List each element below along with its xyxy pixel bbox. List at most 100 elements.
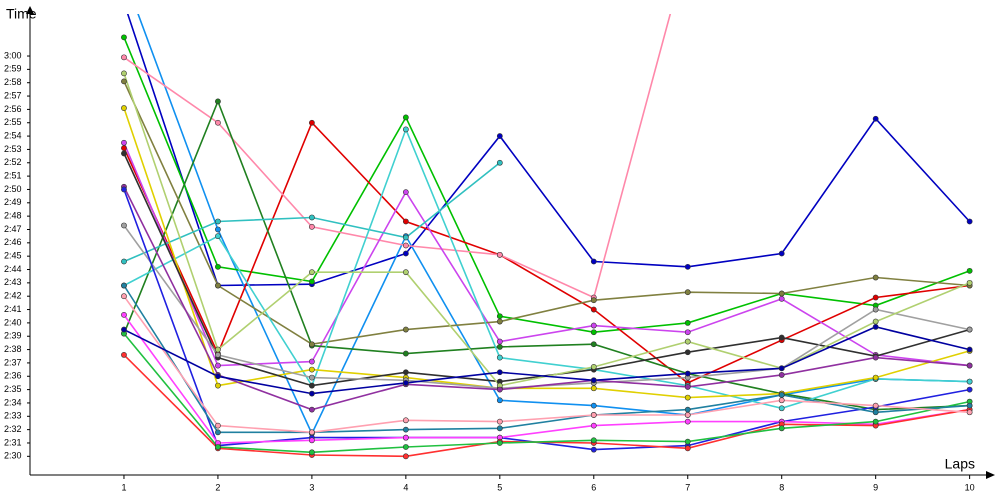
- series-line: [123, 107, 970, 399]
- data-point: [402, 126, 409, 133]
- y-tick-label: 2:45: [4, 251, 22, 261]
- data-point: [872, 402, 879, 409]
- y-tick-label: 2:46: [4, 237, 22, 247]
- data-point: [684, 349, 691, 356]
- y-tick-label: 2:51: [4, 170, 22, 180]
- x-tick-label: 2: [215, 482, 220, 492]
- x-axis-arrow: [986, 471, 995, 479]
- data-point: [215, 218, 221, 225]
- data-point: [308, 382, 315, 389]
- data-point: [966, 326, 973, 333]
- data-point: [778, 392, 785, 398]
- plot-area: [121, 14, 973, 460]
- data-point: [121, 282, 127, 289]
- series-line: [126, 14, 971, 287]
- data-point: [121, 352, 127, 358]
- data-point: [872, 374, 879, 381]
- data-point: [778, 397, 785, 404]
- data-point: [872, 354, 879, 361]
- data-point: [872, 409, 879, 416]
- y-tick-label: 2:30: [4, 451, 22, 461]
- data-point: [684, 289, 691, 296]
- data-point: [684, 418, 691, 425]
- data-point: [590, 446, 597, 453]
- data-point: [308, 366, 315, 373]
- y-tick-label: 2:38: [4, 344, 22, 354]
- data-point: [496, 369, 503, 376]
- y-axis-label: Time: [6, 6, 37, 22]
- data-point: [496, 386, 503, 393]
- series-line: [123, 81, 970, 346]
- data-point: [121, 150, 127, 157]
- data-point: [308, 406, 315, 413]
- data-point: [121, 54, 127, 61]
- data-point: [121, 326, 127, 333]
- data-point: [215, 263, 221, 270]
- data-point: [590, 437, 597, 444]
- y-tick-label: 2:53: [4, 144, 22, 154]
- y-tick-label: 2:33: [4, 411, 22, 421]
- data-point: [684, 370, 691, 377]
- y-tick-label: 2:31: [4, 437, 22, 447]
- data-point: [402, 250, 409, 257]
- data-point: [872, 294, 879, 301]
- y-tick-label: 2:54: [4, 130, 22, 140]
- x-tick-label: 7: [685, 482, 690, 492]
- data-point: [778, 372, 785, 378]
- data-point: [308, 269, 315, 276]
- x-axis-label: Laps: [945, 456, 975, 472]
- data-point: [121, 145, 127, 151]
- data-point: [215, 352, 221, 358]
- y-tick-label: 2:49: [4, 197, 22, 207]
- data-point: [684, 319, 691, 326]
- data-point: [684, 329, 691, 336]
- y-tick-label: 3:00: [4, 50, 22, 60]
- x-tick-label: 3: [309, 482, 314, 492]
- y-tick-label: 2:58: [4, 77, 22, 87]
- data-point: [966, 409, 973, 416]
- y-tick-label: 2:35: [4, 384, 22, 394]
- x-tick-label: 6: [591, 482, 596, 492]
- y-tick-label: 2:34: [4, 397, 22, 407]
- data-point: [966, 267, 973, 274]
- data-point: [121, 222, 127, 229]
- data-point: [590, 329, 597, 336]
- series-line: [123, 295, 970, 434]
- data-point: [402, 326, 409, 333]
- data-point: [215, 362, 221, 369]
- y-tick-label: 2:47: [4, 224, 22, 234]
- y-tick-label: 2:39: [4, 331, 22, 341]
- data-point: [496, 418, 503, 425]
- data-point: [872, 318, 879, 325]
- data-point: [684, 394, 691, 401]
- data-point: [496, 251, 503, 258]
- data-point: [402, 242, 409, 249]
- data-point: [496, 354, 503, 361]
- data-point: [684, 438, 691, 445]
- data-point: [590, 297, 597, 304]
- data-point: [215, 282, 221, 289]
- data-point: [121, 258, 127, 265]
- data-point: [872, 274, 879, 281]
- data-point: [215, 119, 221, 126]
- y-tick-label: 2:32: [4, 424, 22, 434]
- data-point: [778, 425, 785, 432]
- data-point: [778, 405, 785, 412]
- y-tick-label: 2:52: [4, 157, 22, 167]
- data-point: [590, 341, 597, 348]
- data-point: [402, 114, 409, 121]
- data-point: [684, 445, 691, 452]
- data-point: [872, 115, 879, 122]
- data-point: [215, 346, 221, 353]
- data-point: [684, 384, 691, 390]
- data-point: [308, 341, 315, 348]
- series-line: [123, 36, 970, 334]
- y-tick-label: 2:41: [4, 304, 22, 314]
- y-tick-label: 2:44: [4, 264, 22, 274]
- data-point: [966, 402, 973, 409]
- data-point: [402, 234, 409, 241]
- data-point: [496, 133, 503, 139]
- data-point: [308, 374, 315, 381]
- data-point: [308, 223, 315, 230]
- y-tick-label: 2:36: [4, 371, 22, 381]
